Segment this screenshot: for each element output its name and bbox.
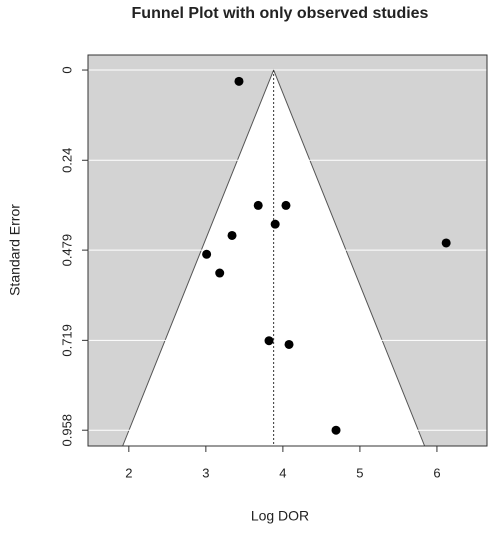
y-tick-label: 0.958	[59, 414, 74, 447]
chart-title: Funnel Plot with only observed studies	[132, 5, 429, 22]
y-tick-label: 0	[59, 66, 74, 73]
y-tick-label: 0.24	[59, 148, 74, 173]
study-point	[234, 76, 244, 86]
x-tick-label: 6	[433, 465, 440, 480]
study-point	[215, 268, 225, 278]
study-point	[270, 219, 280, 229]
study-point	[253, 200, 263, 210]
y-tick-label: 0.719	[59, 324, 74, 357]
study-point	[264, 336, 274, 346]
study-point	[281, 200, 291, 210]
x-tick-label: 3	[202, 465, 209, 480]
y-tick-label: 0.479	[59, 234, 74, 267]
y-axis-label: Standard Error	[7, 204, 23, 296]
x-axis-label: Log DOR	[251, 508, 309, 524]
x-tick-label: 5	[356, 465, 363, 480]
study-point	[441, 238, 451, 248]
study-point	[202, 249, 212, 259]
study-point	[227, 230, 237, 240]
x-tick-label: 2	[125, 465, 132, 480]
study-point	[331, 425, 341, 435]
x-tick-label: 4	[279, 465, 286, 480]
study-point	[284, 339, 294, 349]
